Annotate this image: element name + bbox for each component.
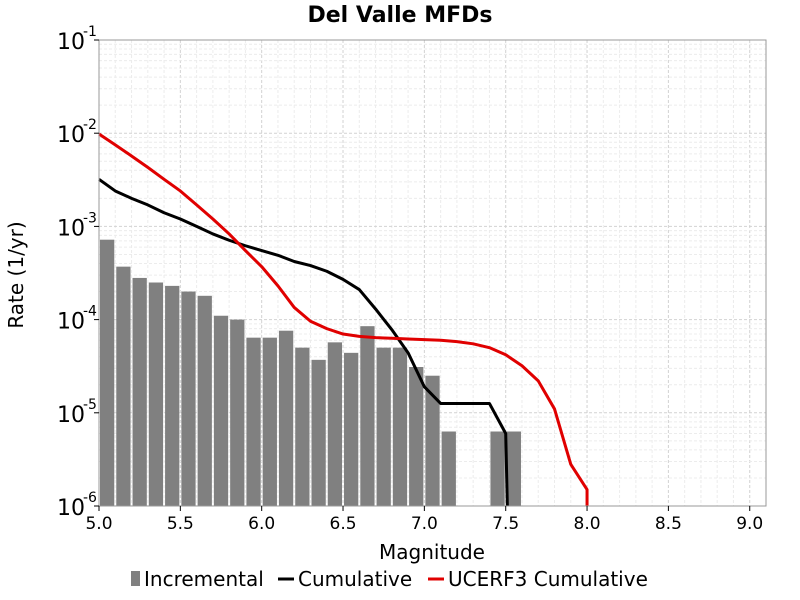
legend-label: Cumulative [298,567,412,591]
incremental-bar [213,315,229,506]
cumulative-line [98,178,509,507]
x-tick-label: 6.0 [248,514,275,534]
y-tick-label: 10 [57,123,85,148]
y-tick-label: 10 [57,496,85,521]
incremental-bar [344,352,359,506]
x-tick-label: 8.5 [655,514,682,534]
x-tick-label: 7.0 [411,514,438,534]
incremental-bar [327,342,343,506]
legend-swatch-incremental [131,571,140,586]
incremental-bar [246,337,261,506]
y-ticks: 10-610-510-410-310-210-1 [57,24,99,521]
incremental-bar [376,347,391,506]
incremental-bar [165,285,180,506]
x-tick-label: 5.0 [85,514,112,534]
y-tick-label: 10 [57,30,85,55]
ucerf3-cumulative-line [98,132,589,506]
x-ticks: 5.0 5.5 6.0 6.5 7.0 7.5 8.0 8.5 9.0 [85,506,763,534]
chart-title: Del Valle MFDs [308,3,493,28]
y-axis-label: Rate (1/yr) [4,221,28,328]
legend-label: Incremental [144,567,264,591]
y-tick-label: 10 [57,216,85,241]
plot-frame [98,39,767,507]
incremental-bar [100,239,115,507]
y-tick-exponent: -4 [83,304,97,320]
legend-label: UCERF3 Cumulative [448,567,648,591]
incremental-bar [425,375,440,506]
incremental-bar [148,282,164,506]
y-tick-exponent: -1 [83,24,97,40]
incremental-bar [230,319,245,506]
incremental-bar [278,330,294,506]
incremental-bar [116,266,131,506]
y-tick-exponent: -3 [83,210,97,226]
incremental-bar [311,359,326,506]
y-tick-label: 10 [57,310,85,335]
incremental-bar [360,326,375,506]
x-tick-label: 8.0 [574,514,601,534]
y-tick-exponent: -6 [83,490,97,506]
x-tick-label: 9.0 [736,514,763,534]
legend: Incremental Cumulative UCERF3 Cumulative [131,567,648,591]
incremental-bar [506,431,521,506]
incremental-bar [490,431,505,506]
y-tick-exponent: -5 [83,397,97,413]
incremental-bars [100,239,521,507]
incremental-bar [262,337,277,506]
y-tick-label: 10 [57,403,85,428]
incremental-bar [295,347,310,506]
incremental-bar [441,431,456,506]
x-tick-label: 7.5 [492,514,519,534]
incremental-bar [409,367,424,506]
x-tick-label: 5.5 [167,514,194,534]
incremental-bar [197,295,212,506]
y-tick-exponent: -2 [83,117,97,133]
x-tick-label: 6.5 [330,514,357,534]
cumulative-lines [98,132,589,507]
incremental-bar [392,347,408,506]
incremental-bar [181,291,196,506]
incremental-bar [132,277,147,506]
x-axis-label: Magnitude [379,540,485,564]
